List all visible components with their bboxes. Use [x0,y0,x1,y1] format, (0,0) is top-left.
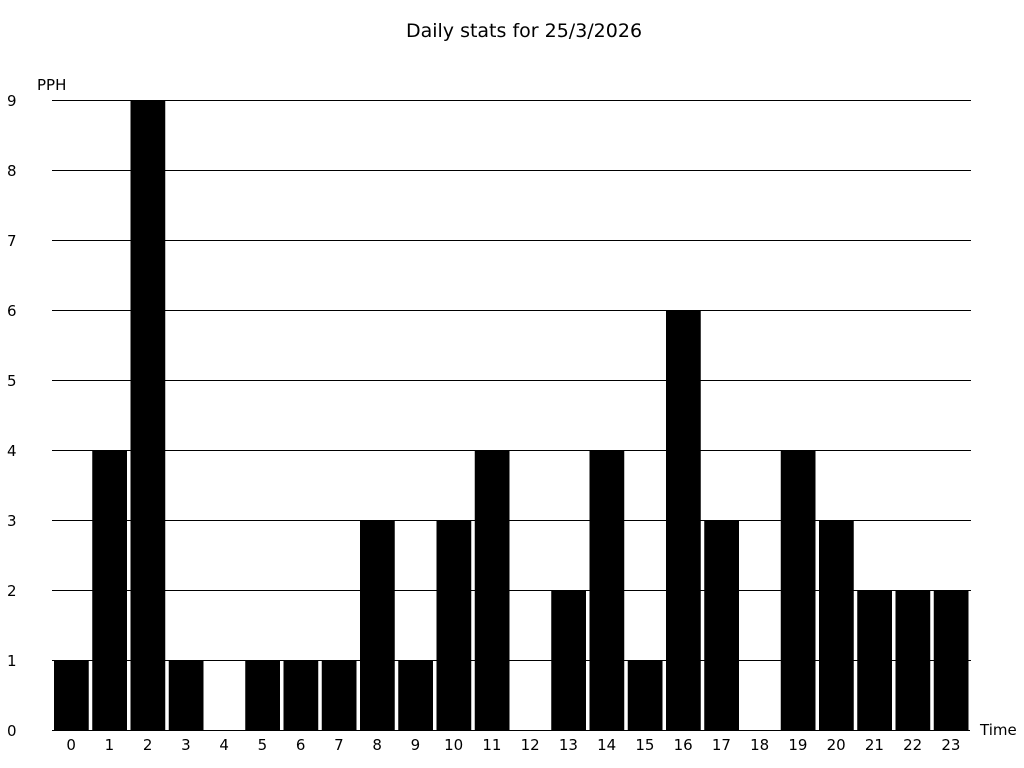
x-tick-label: 0 [66,736,76,754]
y-tick-label: 6 [7,302,17,320]
bar-17 [704,520,739,730]
x-tick-label: 18 [750,736,769,754]
y-tick-label: 8 [7,162,17,180]
bar-2 [130,100,166,730]
x-tick-label: 12 [521,736,540,754]
y-axis-label: PPH [37,76,66,94]
bar-21 [857,590,892,730]
x-tick-label: 9 [411,736,421,754]
bar-15 [627,660,663,730]
bar-23 [933,590,969,730]
bar-14 [589,450,625,730]
x-axis-label: Time [979,721,1017,739]
bar-8 [360,520,395,730]
bar-5 [245,660,280,730]
y-tick-label: 5 [7,372,17,390]
x-tick-label: 19 [788,736,807,754]
x-tick-label: 22 [903,736,922,754]
x-tick-label: 21 [865,736,884,754]
x-tick-label: 16 [674,736,693,754]
bar-10 [436,520,472,730]
x-tick-label: 15 [635,736,654,754]
x-tick-label: 10 [444,736,463,754]
bar-7 [321,660,357,730]
y-tick-label: 2 [7,582,17,600]
bar-9 [398,660,433,730]
bar-1 [92,450,127,730]
x-tick-label: 7 [334,736,344,754]
x-tick-label: 8 [372,736,382,754]
x-tick-label: 6 [296,736,306,754]
x-tick-label: 2 [143,736,153,754]
y-tick-label: 4 [7,442,17,460]
x-tick-label: 11 [482,736,501,754]
y-tick-label: 0 [7,722,17,740]
bar-11 [474,450,510,730]
chart-title: Daily stats for 25/3/2026 [406,20,642,42]
x-tick-label: 17 [712,736,731,754]
bar-19 [780,450,816,730]
y-tick-label: 9 [7,92,17,110]
y-tick-label: 1 [7,652,17,670]
bar-20 [819,520,854,730]
bar-3 [168,660,204,730]
bar-16 [666,310,701,730]
x-tick-label: 14 [597,736,616,754]
bar-22 [895,590,931,730]
bar-0 [54,660,89,730]
bar-6 [283,660,319,730]
x-tick-label: 23 [941,736,960,754]
x-tick-label: 20 [827,736,846,754]
x-tick-label: 13 [559,736,578,754]
bar-13 [551,590,586,730]
y-tick-label: 7 [7,232,17,250]
x-tick-label: 4 [219,736,229,754]
y-tick-label: 3 [7,512,17,530]
x-tick-label: 5 [258,736,268,754]
x-tick-label: 1 [105,736,115,754]
x-tick-label: 3 [181,736,191,754]
